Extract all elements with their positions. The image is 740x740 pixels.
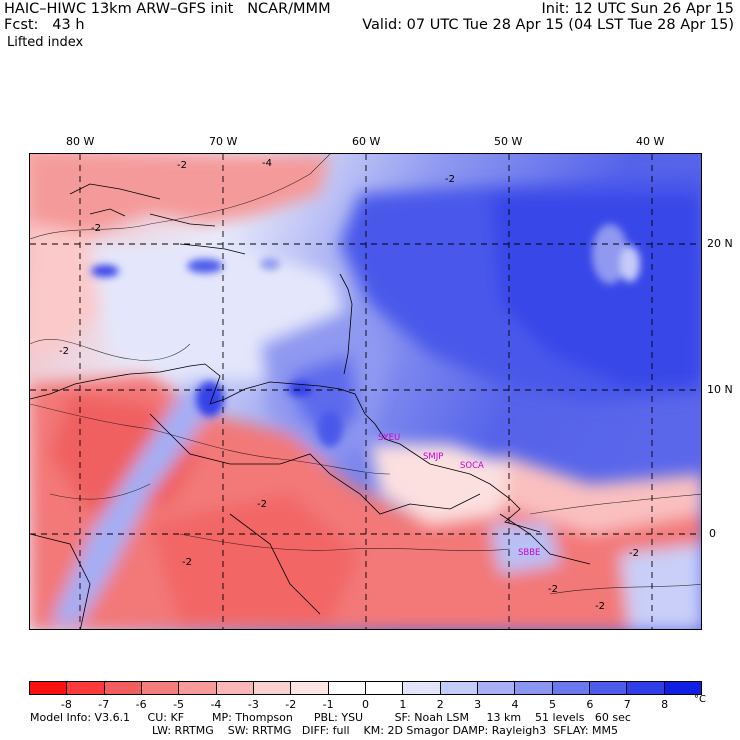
colorbar-segment [440, 682, 478, 694]
colorbar-segment [291, 682, 329, 694]
colorbar-segment [365, 682, 404, 694]
contour-label: -2 [91, 223, 101, 234]
colorbar-segment [141, 682, 180, 694]
colorbar-tick-label: -6 [135, 698, 147, 711]
colorbar-segment [253, 682, 292, 694]
contour-label: -2 [445, 174, 455, 185]
colorbar-tick-label: 2 [436, 698, 444, 711]
lifted-index-map: -2 -4 -2 -2 -2 -2 -2 -2 -2 -2 SYEU SMJP … [29, 153, 702, 630]
contour-label: -2 [182, 557, 192, 568]
colorbar-tick-label: 4 [511, 698, 519, 711]
station-label-smjp: SMJP [423, 452, 444, 462]
colorbar-tick-label: -8 [60, 698, 72, 711]
lon-label-70w: 70 W [209, 135, 238, 148]
colorbar-segment [552, 682, 590, 694]
contours [30, 154, 701, 595]
contour-label: -2 [59, 346, 69, 357]
valid-time: Valid: 07 UTC Tue 28 Apr 15 (04 LST Tue … [362, 17, 734, 33]
colorbar-tick-label: -3 [247, 698, 259, 711]
colorbar-tick-label: -5 [173, 698, 185, 711]
forecast-hour: Fcst: 43 h [4, 17, 85, 33]
contour-label: -2 [257, 499, 267, 510]
colorbar-tick-label: -1 [322, 698, 334, 711]
station-label-sbbe: SBBE [518, 548, 541, 558]
model-info-line2: LW: RRTMG SW: RRTMG DIFF: full KM: 2D Sm… [152, 724, 618, 737]
contour-label: -2 [595, 601, 605, 612]
colorbar-segment [403, 682, 441, 694]
colorbar [29, 681, 702, 695]
colorbar-tick-label: -7 [98, 698, 110, 711]
colorbar-tick-label: -4 [210, 698, 222, 711]
colorbar-tick-label: 3 [474, 698, 482, 711]
colorbar-segment [104, 682, 142, 694]
contour-label: -2 [548, 584, 558, 595]
contour-label: -4 [262, 158, 272, 169]
init-time: Init: 12 UTC Sun 26 Apr 15 [541, 1, 735, 17]
lat-label-10n: 10 N [707, 383, 733, 396]
lon-label-50w: 50 W [494, 135, 523, 148]
contour-label: -2 [177, 160, 187, 171]
field-name: Lifted index [7, 35, 84, 50]
colorbar-tick-label: 0 [362, 698, 369, 711]
lon-label-40w: 40 W [636, 135, 665, 148]
lon-label-60w: 60 W [352, 135, 381, 148]
station-label-syeu: SYEU [378, 433, 401, 443]
map-canvas: -2 -4 -2 -2 -2 -2 -2 -2 -2 -2 [30, 154, 701, 629]
lat-lon-grid [30, 154, 701, 629]
colorbar-segment [515, 682, 553, 694]
lon-label-80w: 80 W [66, 135, 95, 148]
colorbar-unit: °C [694, 694, 706, 705]
colorbar-segment [627, 682, 665, 694]
colorbar-segment [30, 682, 68, 694]
colorbar-segment [477, 682, 516, 694]
colorbar-segment [216, 682, 254, 694]
lat-label-0: 0 [709, 527, 716, 540]
colorbar-segment [589, 682, 628, 694]
station-label-soca: SOCA [460, 461, 484, 471]
colorbar-segment [67, 682, 105, 694]
colorbar-tick-label: 7 [623, 698, 631, 711]
nw-warm-region [30, 154, 330, 234]
colorbar-tick-label: 5 [548, 698, 556, 711]
contour-label: -2 [629, 548, 639, 559]
colorbar-tick-label: -2 [285, 698, 297, 711]
colorbar-segment [664, 682, 701, 694]
model-title: HAIC–HIWC 13km ARW–GFS init NCAR/MMM [4, 1, 331, 17]
colorbar-segment [179, 682, 217, 694]
colorbar-tick-label: 1 [399, 698, 407, 711]
colorbar-tick-label: 8 [661, 698, 669, 711]
colorbar-segment [328, 682, 366, 694]
model-info-line1: Model Info: V3.6.1 CU: KF MP: Thompson P… [30, 711, 631, 724]
colorbar-tick-label: 6 [586, 698, 594, 711]
lat-label-20n: 20 N [707, 237, 733, 250]
